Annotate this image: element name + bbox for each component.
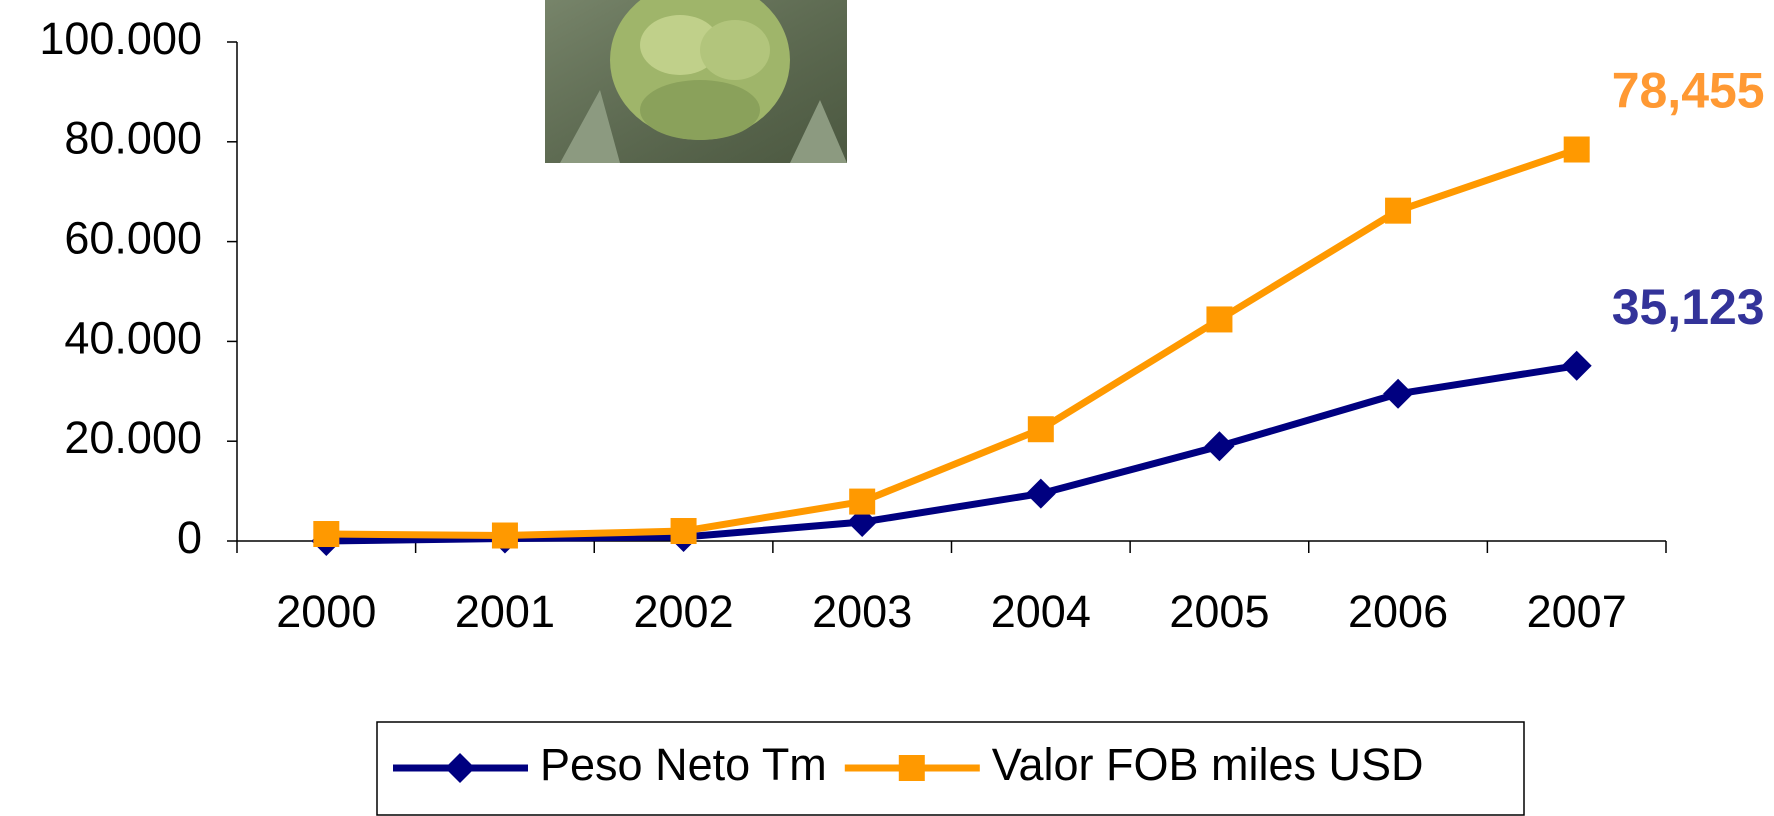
x-tick-label: 2003 [812, 586, 912, 637]
marker [492, 523, 518, 549]
marker [1204, 431, 1234, 461]
legend-label: Valor FOB miles USD [992, 739, 1424, 790]
y-tick-label: 80.000 [64, 113, 202, 164]
marker [313, 521, 339, 547]
y-tick-label: 40.000 [64, 312, 202, 363]
chart: 0 20.000 40.000 60.000 80.000 100.000 2000 2001… [0, 0, 1774, 816]
marker [671, 518, 697, 544]
y-tick-label: 100.000 [39, 13, 202, 64]
marker [1562, 351, 1592, 381]
x-tick-label: 2002 [634, 586, 734, 637]
marker [1564, 137, 1590, 163]
marker [1028, 416, 1054, 442]
value-label: 78,455 [1612, 63, 1765, 119]
y-tick-label: 20.000 [64, 412, 202, 463]
y-tick-label: 60.000 [64, 212, 202, 263]
artichoke-photo [545, 0, 847, 163]
x-tick-label: 2000 [276, 586, 376, 637]
x-tick-label: 2004 [991, 586, 1091, 637]
x-tick-label: 2001 [455, 586, 555, 637]
marker [1383, 379, 1413, 409]
marker [899, 755, 925, 781]
x-tick-label: 2007 [1527, 586, 1627, 637]
y-tick-label: 0 [177, 512, 202, 563]
x-tick-label: 2006 [1348, 586, 1448, 637]
marker [1385, 198, 1411, 224]
legend-label: Peso Neto Tm [540, 739, 827, 790]
marker [1026, 479, 1056, 509]
marker [849, 489, 875, 515]
marker [1206, 306, 1232, 332]
x-tick-label: 2005 [1169, 586, 1269, 637]
value-label: 35,123 [1612, 279, 1765, 335]
